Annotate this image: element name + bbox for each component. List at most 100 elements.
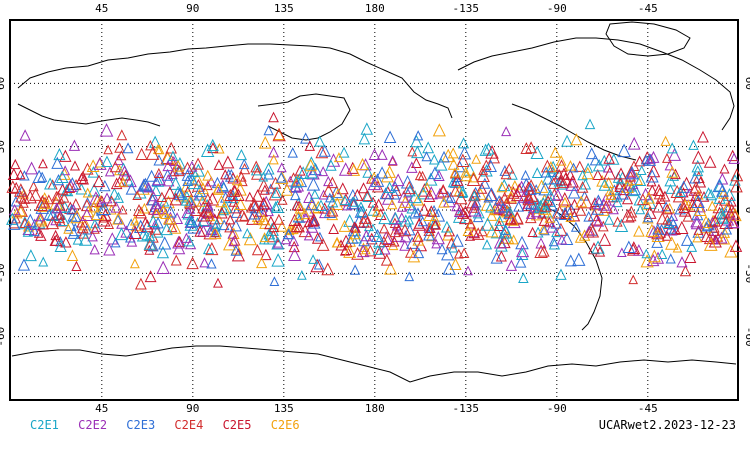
- observation-triangle: [53, 148, 66, 161]
- observation-triangle: [110, 237, 121, 248]
- observation-triangle: [583, 162, 594, 173]
- observation-triangle: [544, 211, 556, 223]
- observation-triangle: [380, 253, 393, 266]
- observation-triangle: [411, 145, 424, 159]
- observation-triangle: [575, 204, 587, 216]
- observation-triangle: [371, 228, 385, 242]
- observation-triangle: [350, 222, 361, 233]
- observation-triangle: [550, 217, 562, 229]
- observation-triangle: [653, 187, 666, 200]
- observation-triangle: [181, 205, 195, 219]
- observation-triangle: [126, 235, 138, 247]
- observation-triangle: [699, 215, 713, 228]
- observation-triangle: [553, 168, 565, 180]
- observation-triangle: [242, 227, 253, 239]
- observation-triangle: [358, 132, 371, 145]
- observation-triangle: [163, 186, 177, 199]
- observation-triangle: [703, 155, 717, 168]
- observation-triangle: [46, 208, 59, 222]
- observation-triangle: [25, 161, 39, 175]
- observation-triangle: [271, 200, 284, 214]
- observation-triangle: [110, 177, 123, 190]
- observation-triangle: [331, 187, 345, 201]
- observation-triangle: [76, 215, 89, 228]
- observation-triangle: [318, 144, 331, 157]
- top-longitude-label: 90: [186, 2, 199, 15]
- observation-triangle: [476, 168, 490, 183]
- bottom-longitude-label: -90: [547, 402, 567, 415]
- observation-triangle: [413, 207, 423, 218]
- observation-triangle: [441, 246, 455, 261]
- observation-triangle: [192, 178, 205, 192]
- observation-triangle: [510, 179, 520, 190]
- observation-triangle: [112, 191, 124, 203]
- observation-triangle: [292, 174, 305, 186]
- observation-triangle: [651, 226, 665, 240]
- observation-triangle: [585, 225, 596, 236]
- observation-triangle: [164, 205, 177, 218]
- observation-triangle: [547, 200, 558, 211]
- observation-triangle: [152, 171, 166, 186]
- observation-triangle: [370, 173, 385, 187]
- observation-triangle: [674, 185, 686, 198]
- observation-triangle: [293, 220, 305, 233]
- observation-triangle: [338, 162, 353, 176]
- observation-triangle: [605, 189, 616, 200]
- observation-triangle: [425, 205, 437, 217]
- observation-triangle: [147, 214, 160, 228]
- observation-triangle: [490, 251, 503, 264]
- observation-triangle: [555, 159, 568, 172]
- observation-triangle: [15, 190, 27, 203]
- observation-triangle: [193, 184, 207, 198]
- observation-triangle: [338, 146, 350, 158]
- observation-triangle: [55, 209, 66, 220]
- observation-triangle: [183, 234, 195, 247]
- observation-triangle: [60, 236, 72, 248]
- observation-triangle: [505, 259, 518, 271]
- observation-triangle: [572, 252, 586, 266]
- observation-triangle: [423, 190, 436, 203]
- observation-triangle: [318, 166, 329, 177]
- observation-triangle: [55, 170, 69, 184]
- observation-triangle: [19, 170, 30, 181]
- observation-triangle: [294, 202, 307, 214]
- observation-triangle: [103, 144, 113, 155]
- observation-triangle: [45, 215, 60, 230]
- observation-triangle: [89, 191, 103, 205]
- observation-triangle: [678, 201, 690, 214]
- observation-triangle: [257, 178, 271, 192]
- observation-triangle: [721, 224, 733, 235]
- observation-triangle: [150, 184, 162, 197]
- observation-triangle: [656, 212, 669, 225]
- observation-triangle: [729, 239, 743, 252]
- observation-triangle: [538, 224, 549, 235]
- observation-triangle: [498, 202, 509, 213]
- observation-triangle: [709, 214, 722, 227]
- observation-triangle: [206, 138, 219, 152]
- observation-triangle: [593, 194, 604, 206]
- observation-triangle: [318, 189, 329, 200]
- observation-triangle: [691, 208, 704, 221]
- observation-triangle: [363, 221, 374, 232]
- observation-triangle: [478, 165, 489, 175]
- observation-triangle: [428, 153, 440, 165]
- observation-triangle: [288, 240, 300, 253]
- observation-triangle: [269, 276, 280, 287]
- observation-triangle: [70, 209, 84, 224]
- top-longitude-label: 45: [95, 2, 108, 15]
- observation-triangle: [361, 216, 373, 228]
- observation-triangle: [151, 225, 164, 238]
- observation-triangle: [661, 203, 673, 215]
- observation-triangle: [642, 191, 655, 204]
- observation-triangle: [232, 188, 245, 202]
- observation-triangle: [197, 207, 211, 222]
- observation-triangle: [665, 183, 676, 194]
- observation-triangle: [570, 133, 583, 146]
- legend-item-c2e6: C2E6: [270, 418, 300, 432]
- observation-triangle: [715, 231, 728, 244]
- observation-triangle: [284, 175, 296, 187]
- observation-triangle: [75, 182, 88, 195]
- observation-triangle: [143, 237, 157, 250]
- right-latitude-label: -30: [743, 263, 750, 283]
- observation-triangle: [75, 172, 88, 184]
